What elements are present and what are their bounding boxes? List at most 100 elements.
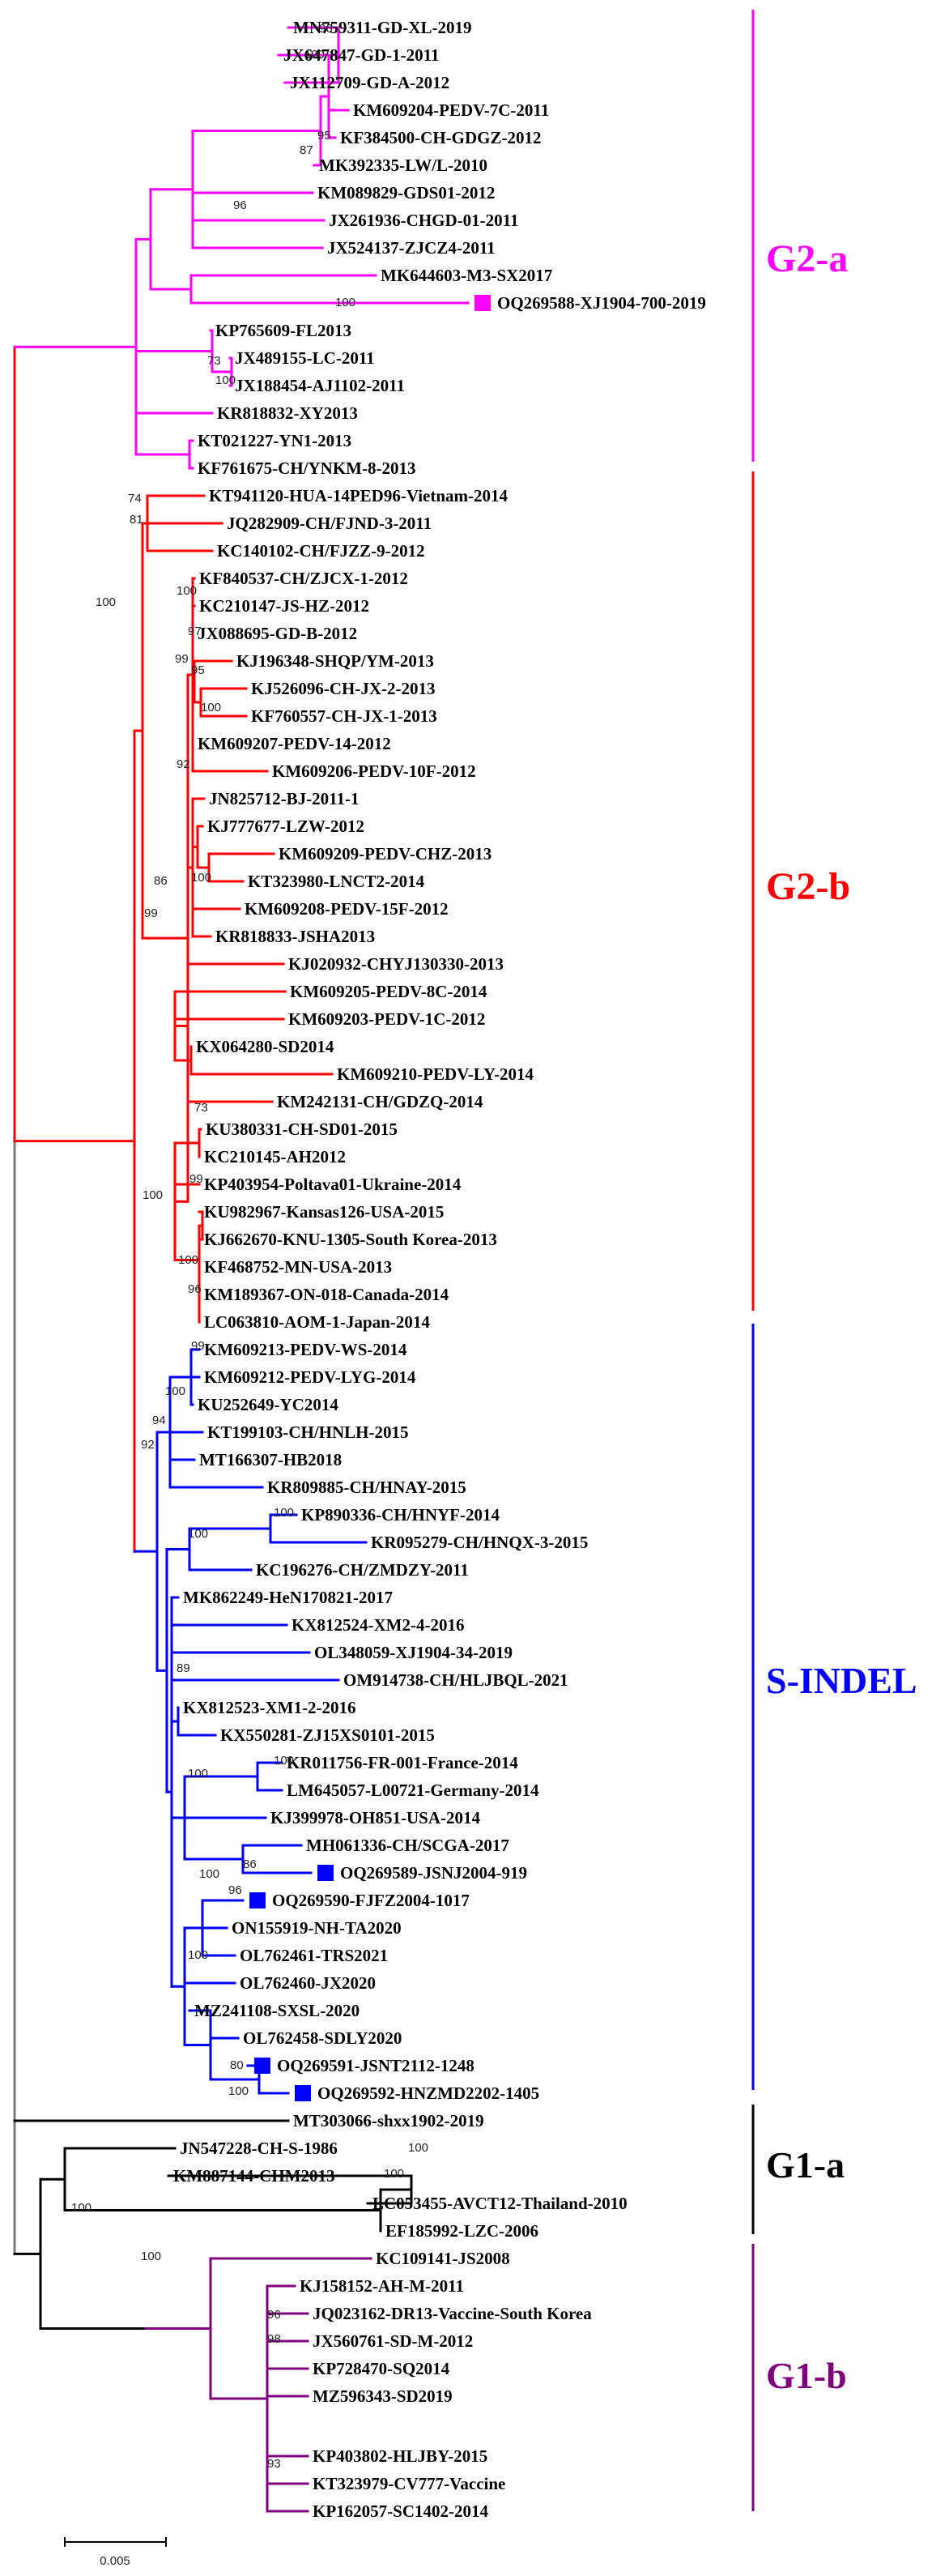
leaf-label: KR011756-FR-001-France-2014 bbox=[287, 1753, 518, 1772]
bootstrap-value: 99 bbox=[189, 1172, 203, 1186]
leaf-label: KJ777677-LZW-2012 bbox=[207, 817, 364, 836]
leaf-label: KC210147-JS-HZ-2012 bbox=[199, 596, 369, 616]
bootstrap-value: 86 bbox=[243, 1857, 257, 1871]
bootstrap-value: 100 bbox=[274, 1506, 294, 1520]
bootstrap-value: 95 bbox=[191, 663, 205, 677]
leaf-label: KM887144-CHM2013 bbox=[173, 2166, 334, 2186]
leaf-label: KM609204-PEDV-7C-2011 bbox=[353, 100, 549, 120]
leaf-label: LM645057-L00721-Germany-2014 bbox=[287, 1781, 539, 1800]
bootstrap-value: 99 bbox=[144, 906, 158, 920]
bootstrap-value: 86 bbox=[154, 874, 168, 888]
bootstrap-value: 100 bbox=[274, 1754, 294, 1768]
leaf-label: KJ399978-OH851-USA-2014 bbox=[270, 1808, 480, 1828]
bootstrap-value: 100 bbox=[191, 871, 211, 885]
leaf-label: KU252649-YC2014 bbox=[198, 1395, 338, 1414]
highlight-square bbox=[254, 2058, 270, 2074]
bootstrap-value: 100 bbox=[215, 373, 236, 387]
leaf-label: MN759311-GD-XL-2019 bbox=[293, 18, 471, 37]
tree-branches bbox=[13, 26, 470, 2513]
leaf-label: KX812524-XM2-4-2016 bbox=[292, 1615, 464, 1635]
leaf-label: JQ023162-DR13-Vaccine-South Korea bbox=[313, 2304, 592, 2323]
leaf-label: OQ269592-HNZMD2202-1405 bbox=[317, 2083, 539, 2103]
group-label: G2-a bbox=[766, 237, 848, 280]
leaf-label: KU982967-Kansas126-USA-2015 bbox=[204, 1202, 444, 1222]
leaf-label: KT021227-YN1-2013 bbox=[198, 431, 351, 450]
bootstrap-value: 95 bbox=[317, 129, 331, 143]
bootstrap-value: 100 bbox=[143, 1188, 163, 1202]
bootstrap-value: 100 bbox=[188, 1767, 208, 1781]
leaf-label: KP890336-CH/HNYF-2014 bbox=[301, 1505, 500, 1525]
leaf-label: JX524137-ZJCZ4-2011 bbox=[327, 238, 496, 258]
leaf-labels: MN759311-GD-XL-2019 JX647847-GD-1-2011 JX1… bbox=[173, 18, 706, 2521]
leaf-label: KC210145-AH2012 bbox=[204, 1147, 346, 1166]
leaf-label: KP728470-SQ2014 bbox=[313, 2359, 450, 2378]
leaf-label: KC196276-CH/ZMDZY-2011 bbox=[256, 1560, 469, 1580]
bootstrap-value: 81 bbox=[130, 513, 143, 527]
bootstrap-value: 96 bbox=[267, 2308, 281, 2322]
leaf-label: KJ662670-KNU-1305-South Korea-2013 bbox=[204, 1230, 497, 1249]
leaf-label: ON155919-NH-TA2020 bbox=[232, 1918, 402, 1938]
leaf-label: KP162057-SC1402-2014 bbox=[313, 2501, 488, 2521]
highlight-markers bbox=[249, 295, 491, 2101]
leaf-label: KM242131-CH/GDZQ-2014 bbox=[277, 1092, 483, 1111]
leaf-label: KM609207-PEDV-14-2012 bbox=[198, 734, 391, 753]
leaf-label: OQ269590-FJFZ2004-1017 bbox=[272, 1891, 470, 1910]
leaf-label: KR809885-CH/HNAY-2015 bbox=[267, 1478, 466, 1497]
bootstrap-value: 73 bbox=[194, 1101, 208, 1115]
bootstrap-value: 100 bbox=[188, 1948, 208, 1962]
leaf-label: KX550281-ZJ15XS0101-2015 bbox=[220, 1725, 435, 1745]
bootstrap-value: 96 bbox=[228, 1883, 242, 1897]
leaf-label: KM609213-PEDV-WS-2014 bbox=[204, 1340, 407, 1359]
leaf-label: KC140102-CH/FJZZ-9-2012 bbox=[217, 541, 425, 561]
bootstrap-value: 96 bbox=[188, 1282, 202, 1296]
leaf-label: MK392335-LW/L-2010 bbox=[319, 156, 487, 175]
leaf-label: KJ158152-AH-M-2011 bbox=[300, 2276, 464, 2296]
leaf-label: MT166307-HB2018 bbox=[199, 1450, 342, 1469]
bootstrap-value: 100 bbox=[141, 2250, 161, 2263]
leaf-label: KT941120-HUA-14PED96-Vietnam-2014 bbox=[209, 486, 509, 505]
leaf-label: OL762458-SDLY2020 bbox=[243, 2028, 402, 2048]
leaf-label: JX088695-GD-B-2012 bbox=[198, 624, 357, 643]
leaf-label: KP403802-HLJBY-2015 bbox=[313, 2446, 487, 2466]
leaf-label: OQ269588-XJ1904-700-2019 bbox=[497, 293, 706, 313]
bootstrap-value: 100 bbox=[384, 2167, 404, 2181]
bootstrap-value: 74 bbox=[128, 492, 142, 505]
leaf-label: MH061336-CH/SCGA-2017 bbox=[306, 1836, 509, 1855]
bootstrap-value: 80 bbox=[230, 2058, 244, 2072]
leaf-label: OL348059-XJ1904-34-2019 bbox=[314, 1643, 513, 1662]
leaf-label: KR818833-JSHA2013 bbox=[215, 927, 375, 946]
leaf-label: KJ196348-SHQP/YM-2013 bbox=[236, 651, 434, 671]
bootstrap-value: 92 bbox=[177, 757, 190, 771]
bootstrap-value: 100 bbox=[71, 2201, 91, 2215]
leaf-label: KX812523-XM1-2-2016 bbox=[183, 1698, 355, 1717]
leaf-label: JX261936-CHGD-01-2011 bbox=[329, 211, 519, 230]
bootstrap-value: 96 bbox=[319, 22, 333, 36]
bootstrap-value: 92 bbox=[141, 1438, 155, 1452]
bootstrap-value: 99 bbox=[175, 652, 189, 666]
bootstrap-value: 97 bbox=[188, 625, 202, 638]
leaf-label: KR818832-XY2013 bbox=[217, 403, 358, 423]
bootstrap-value: 100 bbox=[408, 2141, 428, 2155]
bootstrap-value: 100 bbox=[96, 595, 116, 609]
leaf-label: MK644603-M3-SX2017 bbox=[381, 266, 552, 285]
leaf-label: OL762460-JX2020 bbox=[240, 1973, 376, 1993]
leaf-label: LC053455-AVCT12-Thailand-2010 bbox=[372, 2194, 628, 2213]
leaf-label: KM609203-PEDV-1C-2012 bbox=[288, 1009, 485, 1029]
scale-bar: 0.005 bbox=[64, 2537, 167, 2568]
bootstrap-value: 96 bbox=[233, 198, 247, 212]
leaf-label: KJ526096-CH-JX-2-2013 bbox=[251, 679, 435, 698]
leaf-label: KM609208-PEDV-15F-2012 bbox=[245, 899, 449, 919]
leaf-label: OQ269591-JSNT2112-1248 bbox=[277, 2056, 474, 2075]
leaf-label: MT303066-shxx1902-2019 bbox=[293, 2111, 484, 2130]
leaf-label: MK862249-HeN170821-2017 bbox=[183, 1588, 393, 1607]
leaf-label: KM609210-PEDV-LY-2014 bbox=[337, 1064, 534, 1084]
leaf-label: KX064280-SD2014 bbox=[196, 1037, 334, 1056]
scale-bar-label: 0.005 bbox=[100, 2554, 130, 2568]
leaf-label: KF384500-CH-GDGZ-2012 bbox=[340, 128, 541, 147]
bootstrap-value: 100 bbox=[335, 296, 355, 309]
highlight-square bbox=[317, 1865, 334, 1881]
leaf-label: KR095279-CH/HNQX-3-2015 bbox=[371, 1533, 588, 1552]
leaf-label: KF761675-CH/YNKM-8-2013 bbox=[198, 458, 415, 478]
leaf-label: KM609205-PEDV-8C-2014 bbox=[290, 982, 487, 1001]
leaf-label: KM089829-GDS01-2012 bbox=[317, 183, 495, 203]
